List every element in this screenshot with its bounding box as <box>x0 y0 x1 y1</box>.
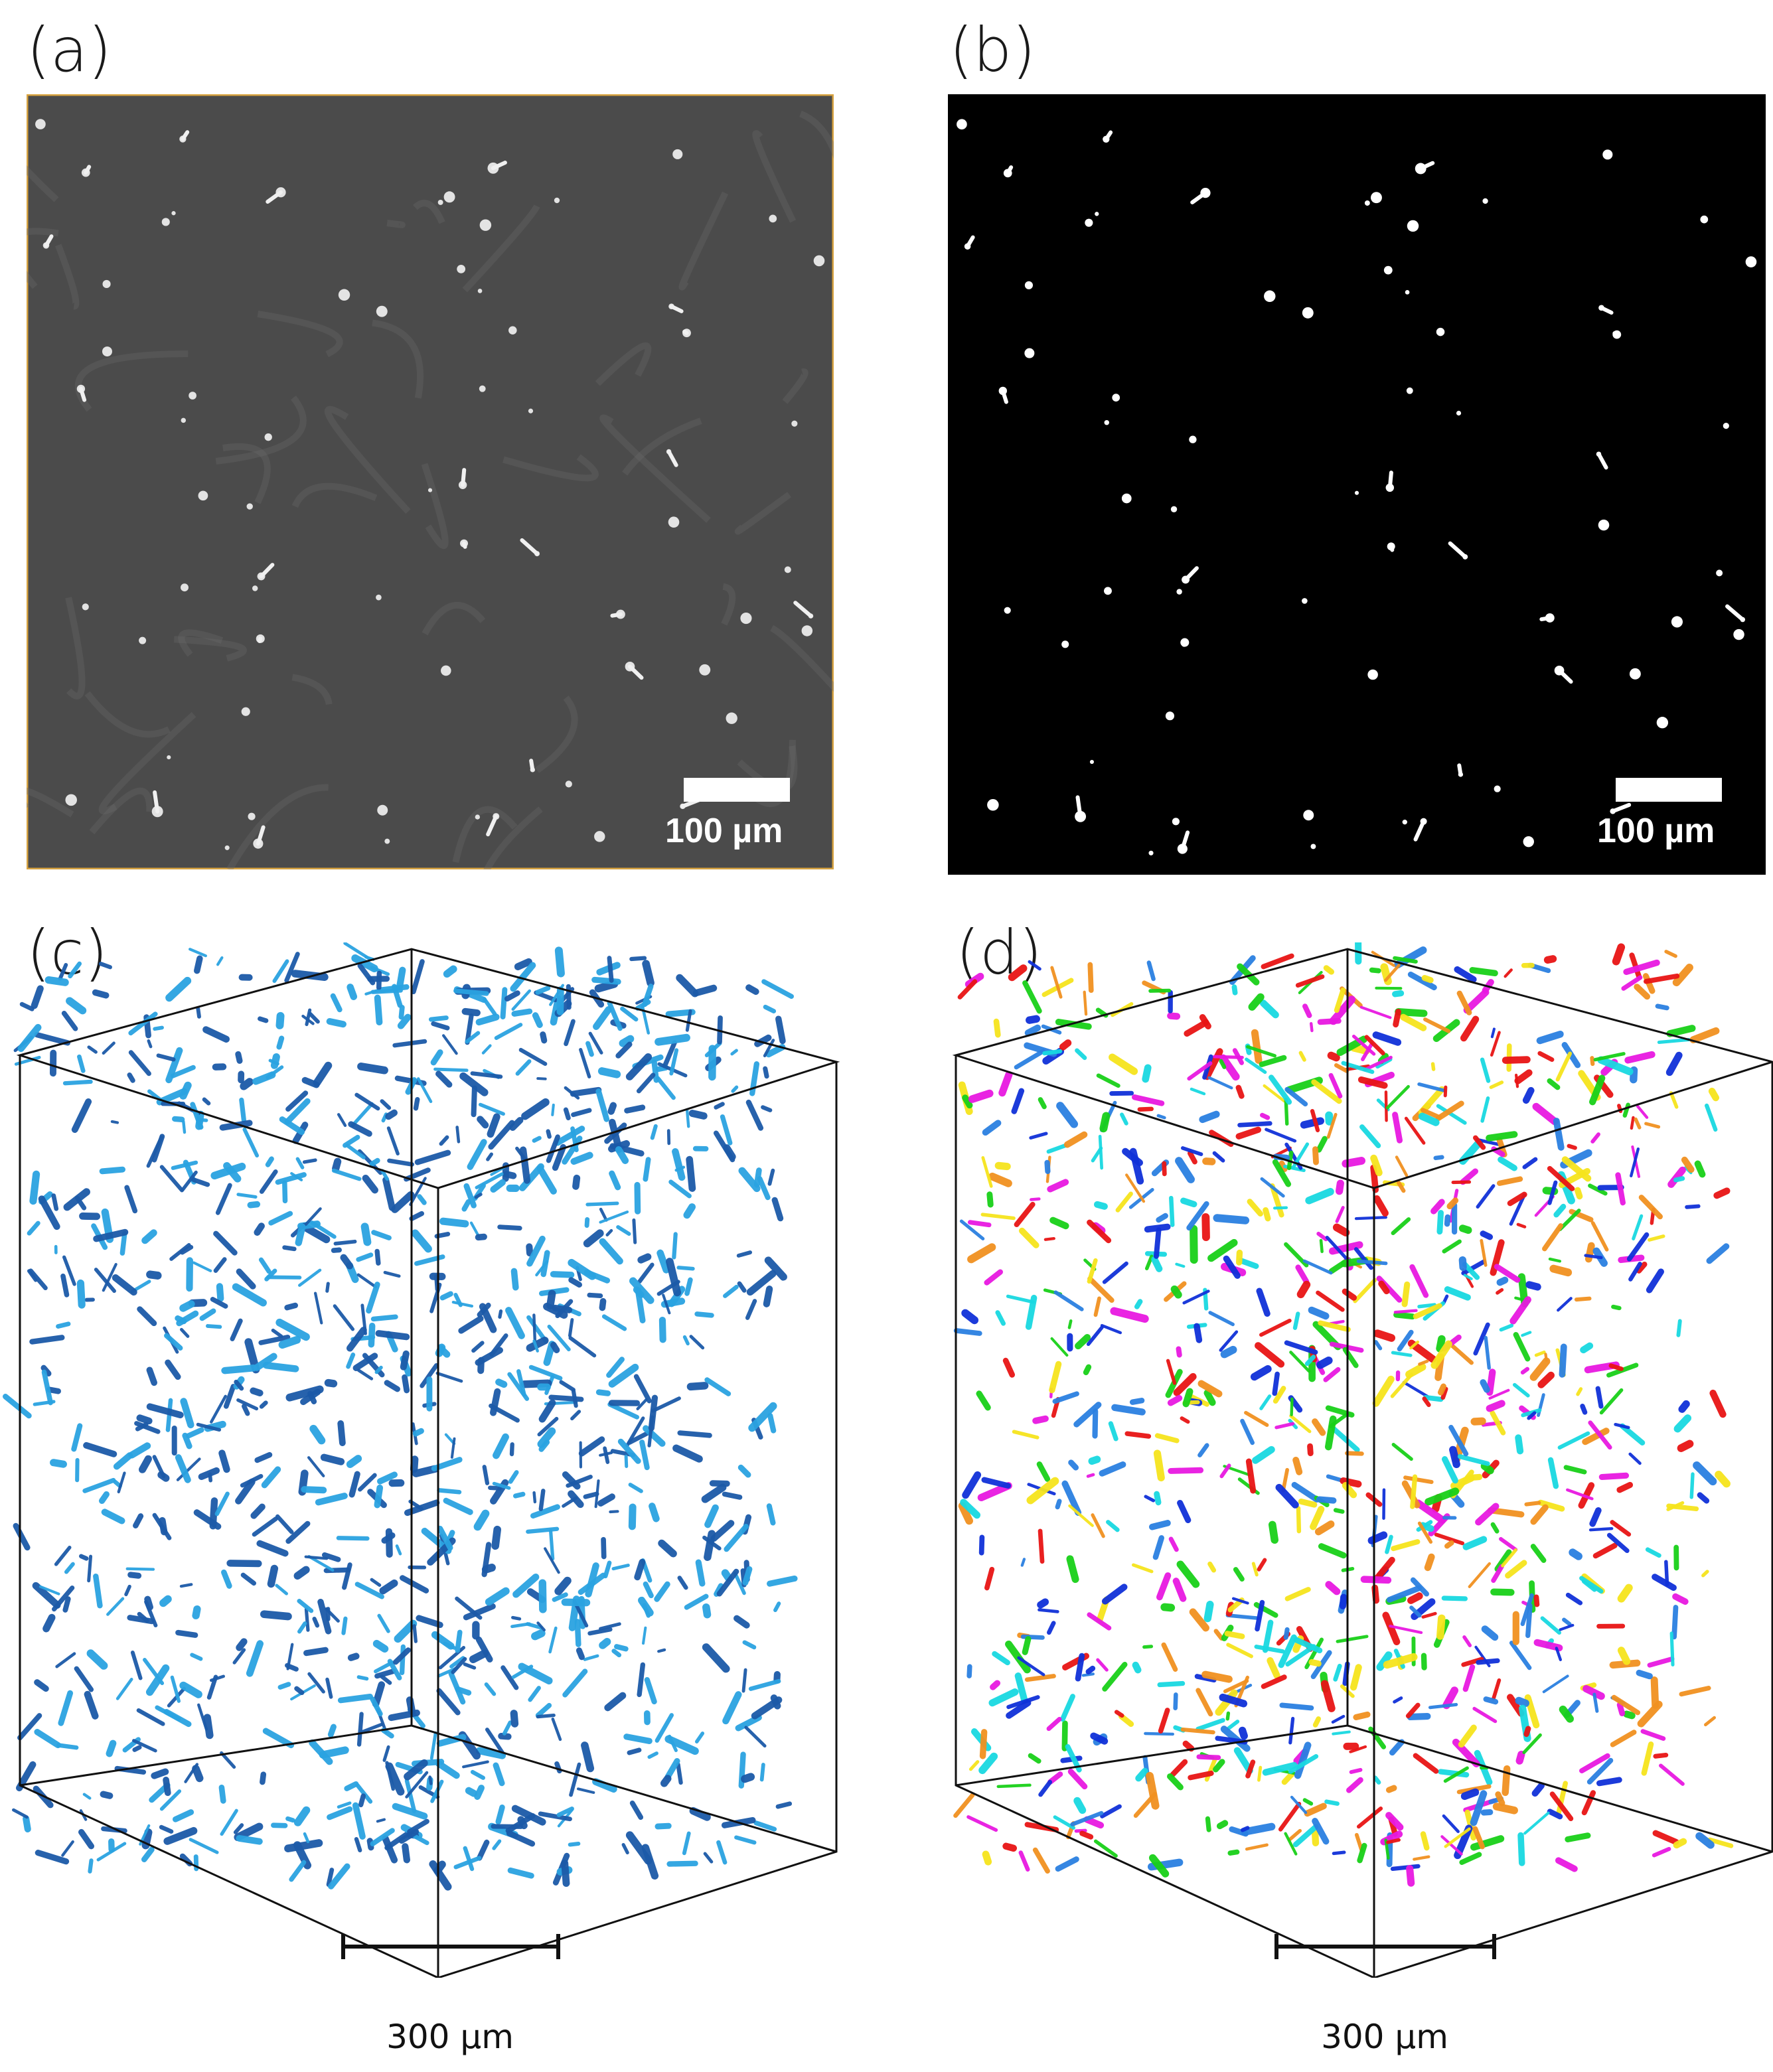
segmented-3d-panel <box>936 942 1773 1978</box>
network-3d-panel <box>0 942 863 1978</box>
panel-label-a: (a) <box>27 15 112 86</box>
network-3d-render <box>2 942 840 1978</box>
scale-bar-b <box>1616 778 1722 802</box>
binary-panel: 100 µm <box>948 94 1766 875</box>
binary-image <box>948 94 1766 875</box>
scale-label-b: 100 µm <box>1597 812 1715 850</box>
scale-label-c: 300 µm <box>386 2018 514 2056</box>
scale-bar-c <box>341 1934 560 1959</box>
panel-label-d: (d) <box>956 917 1043 988</box>
segmented-3d-render <box>952 942 1773 1978</box>
scale-label-d: 300 µm <box>1321 2018 1448 2056</box>
scale-label-a: 100 µm <box>665 812 783 850</box>
panel-label-b: (b) <box>949 15 1036 86</box>
panel-label-c: (c) <box>27 917 108 988</box>
micrograph-panel: 100 µm <box>27 94 834 869</box>
scale-bar-a <box>684 778 790 802</box>
micrograph-image <box>27 94 834 869</box>
scale-bar-d <box>1274 1934 1496 1959</box>
